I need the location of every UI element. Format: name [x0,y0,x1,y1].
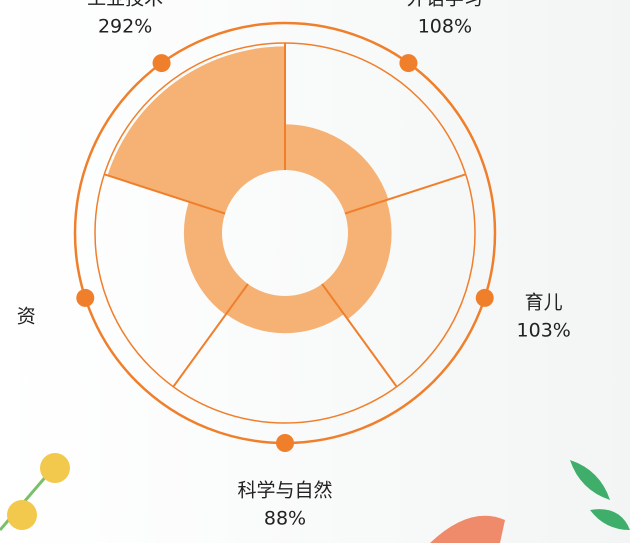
category-label: 资 [17,306,36,328]
category-label: 科学与自然 [237,480,332,502]
sector [285,124,388,213]
sector [108,46,285,213]
value-label: 292% [98,15,152,37]
chart: 外语学习 108% 育儿 103% 科学与自然 88% 资 工业技术 292% [0,0,630,543]
category-label: 外语学习 [407,0,483,9]
category-label: 育儿 [525,292,563,314]
page: {"chart_data": {"type": "polar", "catego… [0,0,630,543]
marker-dot [399,54,417,72]
category-label: 工业技术 [87,0,163,9]
marker-dot [153,54,171,72]
marker-dot [276,434,294,452]
value-label: 108% [418,15,472,37]
marker-dot [476,289,494,307]
value-label: 88% [264,508,306,530]
value-label: 103% [517,320,571,342]
marker-dot [76,289,94,307]
